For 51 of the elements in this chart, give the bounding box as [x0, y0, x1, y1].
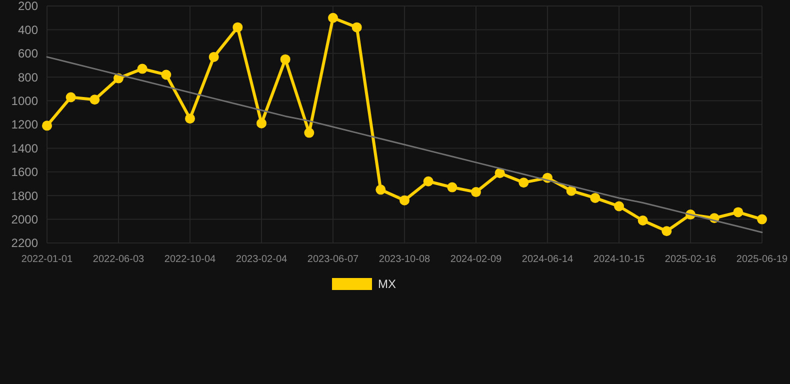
- point: [423, 176, 434, 186]
- y-tick-label: 1200: [11, 118, 38, 132]
- point: [280, 54, 290, 64]
- point: [566, 186, 576, 196]
- line-series: [46, 56, 763, 234]
- y-tick-label: 2200: [11, 236, 38, 250]
- x-tick-label: 2025-06-19: [736, 254, 788, 265]
- point: [733, 207, 744, 218]
- point: [66, 92, 76, 102]
- x-tick-label: 2023-06-07: [307, 254, 360, 265]
- y-tick-label: 800: [18, 70, 38, 84]
- point: [638, 215, 648, 226]
- point: [590, 192, 600, 203]
- point: [662, 226, 672, 236]
- point: [757, 214, 767, 224]
- x-tick-label: 2023-02-04: [236, 254, 288, 265]
- x-tick-label: 2022-06-03: [92, 254, 145, 265]
- point: [137, 64, 148, 74]
- x-tick-label: 2025-02-16: [664, 254, 717, 265]
- point: [304, 128, 314, 138]
- point: [518, 178, 529, 188]
- legend-label: MX: [378, 277, 396, 292]
- x-tick-label: 2024-06-14: [522, 254, 574, 265]
- point: [494, 168, 505, 178]
- y-tick-label: 600: [18, 46, 38, 61]
- x-tick-label: 2022-10-04: [164, 254, 216, 265]
- x-tick-label: 2024-10-15: [593, 254, 646, 265]
- point: [161, 70, 172, 80]
- point: [90, 94, 100, 105]
- point: [42, 120, 52, 131]
- point: [614, 201, 624, 212]
- point: [185, 114, 195, 124]
- x-tick-label: 2024-02-09: [450, 254, 502, 265]
- y-tick-label: 1800: [11, 188, 38, 203]
- point: [232, 22, 243, 32]
- y-tick-label: 1600: [11, 165, 38, 180]
- point: [352, 22, 362, 32]
- y-tick-label: 400: [18, 22, 38, 37]
- point: [471, 187, 481, 198]
- point: [376, 184, 386, 195]
- point: [447, 182, 458, 192]
- x-tick-label: 2022-01-01: [21, 254, 74, 265]
- point: [328, 12, 338, 23]
- point: [400, 195, 410, 206]
- y-tick-label: 1000: [11, 94, 38, 108]
- x-tick-label: 2023-10-08: [378, 254, 431, 265]
- point: [256, 118, 266, 128]
- y-tick-label: 200: [18, 0, 38, 14]
- y-tick-label: 1400: [11, 141, 38, 156]
- point: [208, 52, 219, 62]
- y-tick-label: 2000: [11, 212, 38, 226]
